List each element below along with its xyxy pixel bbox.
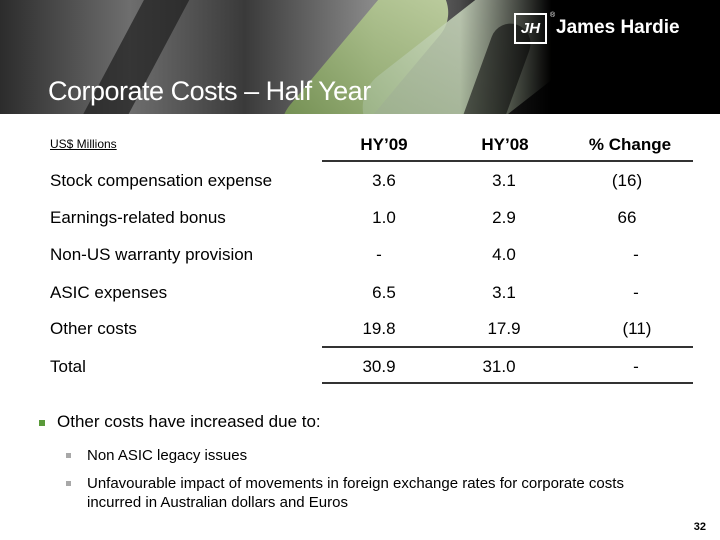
row-label: Stock compensation expense xyxy=(50,171,273,190)
cell-hy08: 3.1 xyxy=(492,171,516,190)
column-header-hy09: HY’09 xyxy=(360,135,408,154)
registered-mark: ® xyxy=(550,12,556,19)
square-bullet-icon xyxy=(66,453,71,458)
sub-bullet-text: Non ASIC legacy issues xyxy=(87,447,248,464)
square-bullet-icon xyxy=(66,481,71,486)
cell-hy08: 31.0 xyxy=(482,357,516,376)
cell-hy08: 3.1 xyxy=(492,283,516,302)
cell-change: - xyxy=(633,357,639,376)
row-label: Non-US warranty provision xyxy=(50,245,254,264)
cell-hy08: 4.0 xyxy=(492,245,516,264)
cell-hy09: 3.6 xyxy=(372,171,396,190)
row-label: Earnings-related bonus xyxy=(50,208,226,227)
logo-text: James Hardie xyxy=(556,17,680,38)
row-label: Other costs xyxy=(50,319,137,338)
row-label: Total xyxy=(50,357,86,376)
cell-change: - xyxy=(633,283,639,302)
logo-mark: JH xyxy=(514,12,547,44)
cell-hy09: 30.9 xyxy=(362,357,396,376)
company-logo: JH ® James Hardie xyxy=(514,11,702,45)
cell-change: (11) xyxy=(622,319,652,338)
bullet-text: Other costs have increased due to: xyxy=(57,412,321,431)
cell-hy09: 19.8 xyxy=(362,319,396,338)
header-banner xyxy=(0,0,720,114)
bottom-rule xyxy=(322,382,693,384)
sub-bullet-text: Unfavourable impact of movements in fore… xyxy=(87,475,624,511)
square-bullet-icon xyxy=(39,420,45,426)
column-header-hy08: HY’08 xyxy=(481,135,529,154)
cell-hy08: 2.9 xyxy=(492,208,516,227)
cell-hy08: 17.9 xyxy=(487,319,521,338)
cell-hy09: 6.5 xyxy=(372,283,396,302)
column-header-change: % Change xyxy=(588,135,672,154)
cell-hy09: 1.0 xyxy=(372,208,396,227)
header-rule xyxy=(322,160,693,162)
units-label: US$ Millions xyxy=(50,137,117,151)
banner-shade xyxy=(460,0,720,114)
total-rule xyxy=(322,346,693,348)
slide-title: Corporate Costs – Half Year xyxy=(48,76,371,106)
cell-change: - xyxy=(633,245,639,264)
cell-hy09: - xyxy=(376,245,382,264)
page-number: 32 xyxy=(693,521,706,533)
cell-change: (16) xyxy=(611,171,643,190)
cell-change: 66 xyxy=(617,208,637,227)
row-label: ASIC expenses xyxy=(50,283,168,302)
